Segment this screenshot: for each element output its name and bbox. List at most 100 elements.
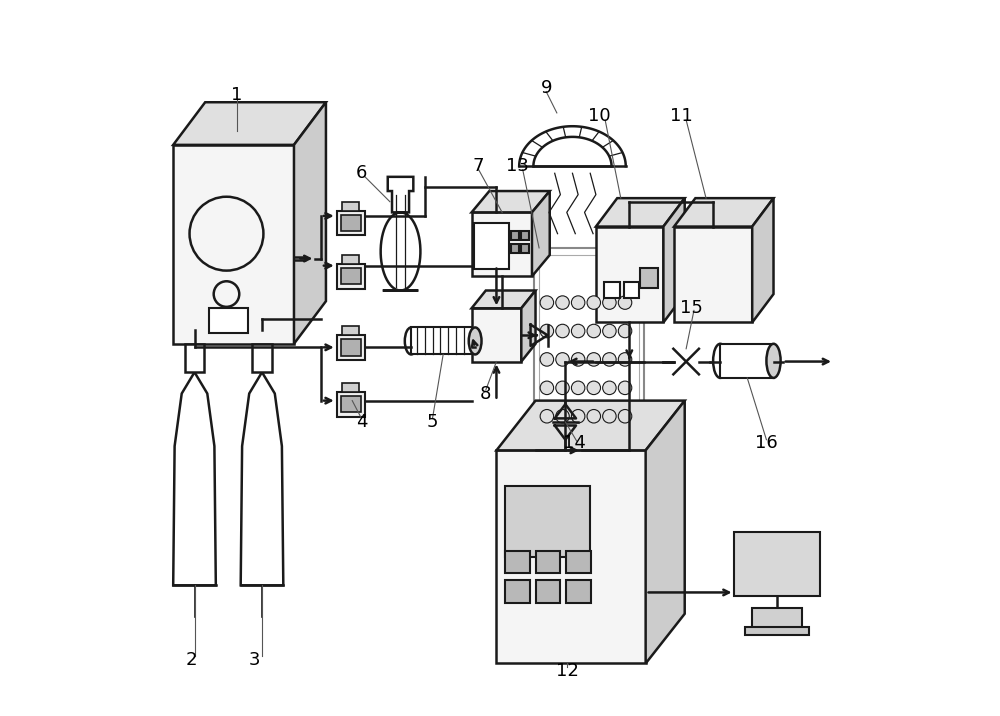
Circle shape xyxy=(618,296,632,309)
Polygon shape xyxy=(596,226,663,322)
Polygon shape xyxy=(720,344,774,378)
Polygon shape xyxy=(342,255,359,264)
Text: 9: 9 xyxy=(540,79,552,97)
Bar xyxy=(539,255,639,422)
Circle shape xyxy=(571,381,585,395)
Ellipse shape xyxy=(713,344,727,378)
Text: 2: 2 xyxy=(185,651,197,669)
Polygon shape xyxy=(185,344,204,372)
Circle shape xyxy=(540,353,554,366)
Circle shape xyxy=(571,353,585,366)
Polygon shape xyxy=(640,268,658,289)
Circle shape xyxy=(587,381,601,395)
Circle shape xyxy=(587,296,601,309)
Polygon shape xyxy=(536,581,560,603)
Polygon shape xyxy=(566,551,591,574)
Polygon shape xyxy=(624,282,639,298)
Polygon shape xyxy=(341,396,361,412)
Text: 5: 5 xyxy=(427,413,438,431)
Polygon shape xyxy=(752,608,802,628)
Polygon shape xyxy=(337,392,365,417)
Circle shape xyxy=(540,381,554,395)
Text: 16: 16 xyxy=(755,434,778,453)
Polygon shape xyxy=(663,198,685,322)
Polygon shape xyxy=(745,626,809,635)
Polygon shape xyxy=(209,309,248,333)
Polygon shape xyxy=(496,450,646,664)
Polygon shape xyxy=(337,211,365,236)
Circle shape xyxy=(603,381,616,395)
Polygon shape xyxy=(342,326,359,335)
Circle shape xyxy=(556,324,569,338)
Polygon shape xyxy=(472,191,550,213)
Ellipse shape xyxy=(766,344,781,378)
Circle shape xyxy=(540,296,554,309)
Polygon shape xyxy=(566,581,591,603)
Polygon shape xyxy=(173,102,326,145)
Circle shape xyxy=(603,353,616,366)
Circle shape xyxy=(571,296,585,309)
Text: 7: 7 xyxy=(473,158,484,175)
Polygon shape xyxy=(646,401,685,664)
Polygon shape xyxy=(505,581,530,603)
Circle shape xyxy=(556,296,569,309)
Polygon shape xyxy=(341,215,361,231)
Bar xyxy=(534,248,644,429)
Text: 11: 11 xyxy=(670,107,693,125)
Polygon shape xyxy=(521,243,529,253)
Circle shape xyxy=(603,296,616,309)
Polygon shape xyxy=(734,532,820,596)
Polygon shape xyxy=(337,264,365,289)
Circle shape xyxy=(540,410,554,423)
Circle shape xyxy=(618,381,632,395)
Polygon shape xyxy=(521,231,529,240)
Polygon shape xyxy=(511,231,519,240)
Text: 8: 8 xyxy=(480,384,491,402)
Polygon shape xyxy=(474,223,509,269)
Circle shape xyxy=(587,410,601,423)
Ellipse shape xyxy=(405,327,418,354)
Polygon shape xyxy=(341,268,361,284)
Polygon shape xyxy=(241,372,283,586)
Polygon shape xyxy=(511,243,519,253)
Polygon shape xyxy=(604,282,620,298)
Polygon shape xyxy=(342,202,359,211)
Circle shape xyxy=(618,410,632,423)
Text: 4: 4 xyxy=(356,413,367,431)
Text: 12: 12 xyxy=(556,662,579,679)
Circle shape xyxy=(587,324,601,338)
Polygon shape xyxy=(536,551,560,574)
Polygon shape xyxy=(341,339,361,356)
Text: 3: 3 xyxy=(249,651,261,669)
Text: 1: 1 xyxy=(231,86,243,104)
Polygon shape xyxy=(252,344,272,372)
Circle shape xyxy=(556,381,569,395)
Polygon shape xyxy=(674,198,774,226)
Polygon shape xyxy=(337,335,365,359)
Circle shape xyxy=(587,353,601,366)
Polygon shape xyxy=(472,291,536,309)
Polygon shape xyxy=(521,291,536,362)
Circle shape xyxy=(571,324,585,338)
Polygon shape xyxy=(752,198,774,322)
Polygon shape xyxy=(342,383,359,392)
Polygon shape xyxy=(596,198,685,226)
Polygon shape xyxy=(532,191,550,276)
Polygon shape xyxy=(674,226,752,322)
Circle shape xyxy=(556,353,569,366)
Polygon shape xyxy=(294,102,326,344)
Circle shape xyxy=(571,410,585,423)
Text: 13: 13 xyxy=(506,158,529,175)
Circle shape xyxy=(603,324,616,338)
Polygon shape xyxy=(381,177,420,291)
Polygon shape xyxy=(173,145,294,344)
Text: 14: 14 xyxy=(563,434,586,453)
Ellipse shape xyxy=(469,327,482,354)
Polygon shape xyxy=(472,213,532,276)
Polygon shape xyxy=(505,486,590,557)
Circle shape xyxy=(618,353,632,366)
Polygon shape xyxy=(472,309,521,362)
Polygon shape xyxy=(411,327,475,354)
Polygon shape xyxy=(505,551,530,574)
Circle shape xyxy=(556,410,569,423)
